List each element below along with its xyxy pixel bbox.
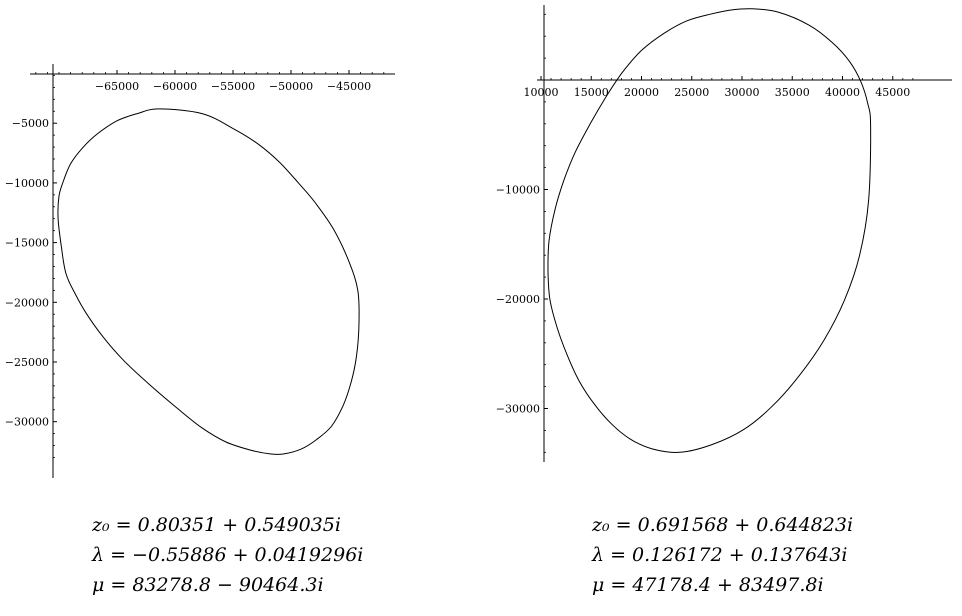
chart-left: −65000 −60000 −55000 −50000 −45000 −5000 −1000… [5,64,395,478]
chart-right: 10000 15000 20000 25000 30000 35000 40000 45000… [496,5,952,462]
caption-left: z₀ = 0.80351 + 0.549035i λ = −0.55886 + … [92,510,363,600]
x-tick-label: 15000 [574,86,609,99]
series-curve [57,108,360,455]
x-tick-label: 20000 [624,86,659,99]
annotation-lambda-right: λ = 0.126172 + 0.137643i [592,544,848,566]
annotation-z0-left: z₀ = 0.80351 + 0.549035i [92,514,341,536]
x-tick-label: 25000 [674,86,709,99]
x-tick-label: 40000 [825,86,860,99]
x-tick-label: 30000 [725,86,760,99]
x-tick-label: −50000 [269,80,313,93]
y-tick-label: −15000 [5,237,49,250]
y-tick-label: −10000 [496,184,540,197]
x-tick-label: −65000 [95,80,139,93]
x-tick-label: −45000 [327,80,371,93]
x-tick-label: 10000 [524,86,559,99]
x-tick-label: 45000 [875,86,910,99]
y-tick-label: −30000 [496,403,540,416]
caption-right: z₀ = 0.691568 + 0.644823i λ = 0.126172 +… [592,510,853,600]
x-tick-label: −55000 [211,80,255,93]
y-tick-label: −25000 [5,356,49,369]
annotation-mu-right: μ = 47178.4 + 83497.8i [592,574,824,596]
annotation-mu-left: μ = 83278.8 − 90464.3i [92,574,324,596]
annotation-z0-right: z₀ = 0.691568 + 0.644823i [592,514,854,536]
y-tick-label: −20000 [496,293,540,306]
y-tick-label: −10000 [5,177,49,190]
y-tick-label: −20000 [5,296,49,309]
x-tick-label: −60000 [153,80,197,93]
y-tick-label: −5000 [12,117,49,130]
y-tick-label: −30000 [5,416,49,429]
annotation-lambda-left: λ = −0.55886 + 0.0419296i [92,544,364,566]
x-tick-label: 35000 [775,86,810,99]
series-curve [547,8,872,453]
